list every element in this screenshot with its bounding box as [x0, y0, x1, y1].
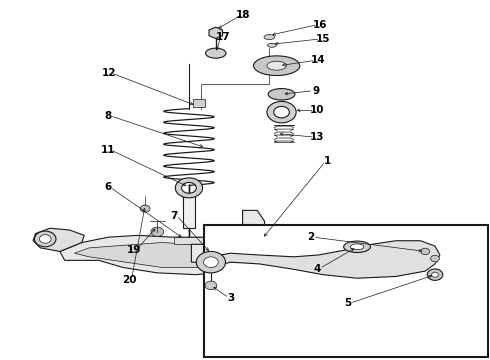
Text: 16: 16	[313, 19, 328, 30]
Polygon shape	[192, 244, 218, 262]
Circle shape	[39, 235, 51, 243]
Text: 12: 12	[101, 68, 116, 78]
Ellipse shape	[264, 35, 275, 40]
Text: 17: 17	[216, 32, 230, 42]
Text: 1: 1	[324, 157, 331, 166]
Circle shape	[432, 272, 439, 277]
Text: 13: 13	[310, 132, 324, 142]
Text: 20: 20	[122, 275, 136, 285]
Circle shape	[203, 257, 218, 267]
Ellipse shape	[268, 43, 276, 47]
Polygon shape	[33, 228, 84, 251]
Circle shape	[244, 253, 251, 258]
Circle shape	[151, 227, 164, 237]
Text: 7: 7	[171, 211, 178, 221]
Text: 18: 18	[236, 10, 251, 20]
Text: 15: 15	[316, 34, 330, 44]
Text: 8: 8	[104, 111, 111, 121]
Wedge shape	[175, 178, 202, 198]
Text: 5: 5	[343, 298, 351, 308]
Ellipse shape	[267, 61, 287, 70]
Text: 11: 11	[100, 145, 115, 155]
Circle shape	[431, 255, 440, 262]
Circle shape	[196, 251, 225, 273]
Text: 19: 19	[127, 245, 141, 255]
Bar	[203, 225, 488, 357]
Bar	[174, 237, 203, 244]
Circle shape	[244, 227, 261, 240]
Wedge shape	[267, 102, 296, 123]
Polygon shape	[74, 243, 238, 267]
Circle shape	[427, 269, 443, 280]
Text: 6: 6	[104, 182, 111, 192]
Circle shape	[421, 248, 430, 255]
Circle shape	[256, 243, 263, 248]
Ellipse shape	[253, 56, 300, 76]
Polygon shape	[236, 210, 266, 264]
Ellipse shape	[350, 244, 364, 249]
Text: 4: 4	[314, 264, 321, 274]
Polygon shape	[60, 235, 255, 275]
Text: 14: 14	[311, 55, 325, 65]
Polygon shape	[235, 244, 265, 266]
Ellipse shape	[268, 89, 295, 100]
Text: 2: 2	[307, 232, 315, 242]
Polygon shape	[203, 241, 440, 278]
Text: 10: 10	[310, 105, 324, 115]
Ellipse shape	[343, 241, 370, 252]
Bar	[193, 99, 205, 107]
Ellipse shape	[205, 48, 226, 58]
Circle shape	[34, 231, 56, 247]
Bar	[183, 196, 196, 228]
Text: 3: 3	[228, 293, 235, 303]
Circle shape	[140, 205, 150, 212]
Text: 9: 9	[312, 86, 319, 96]
Circle shape	[205, 281, 217, 290]
